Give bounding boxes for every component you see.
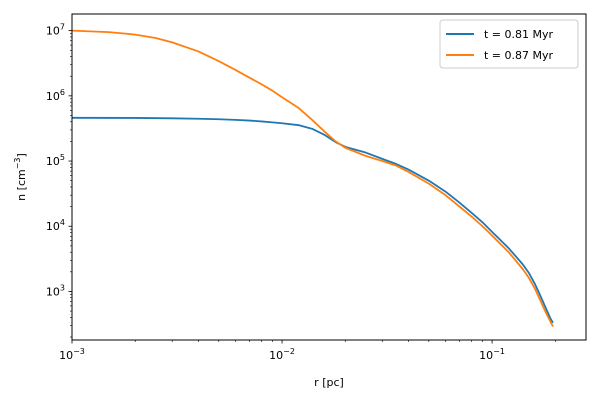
y-tick-label: 105 bbox=[46, 153, 65, 168]
x-tick-label: 10−3 bbox=[59, 347, 85, 362]
series-line-1 bbox=[72, 29, 554, 327]
y-axis-label-close: ] bbox=[15, 153, 28, 157]
y-tick-label: 103 bbox=[46, 283, 65, 298]
y-axis-label-base: n [cm bbox=[15, 169, 28, 201]
plot-frame bbox=[71, 13, 587, 341]
series-line-0 bbox=[72, 116, 554, 324]
y-tick-label: 107 bbox=[46, 23, 65, 38]
y-axis-label-exponent: −3 bbox=[13, 157, 22, 169]
legend-label-series-0: t = 0.81 Myr bbox=[484, 28, 554, 41]
y-tick-label: 104 bbox=[46, 218, 65, 233]
x-tick-label: 10−2 bbox=[269, 347, 295, 362]
x-tick-label: 10−1 bbox=[479, 347, 505, 362]
y-axis-label: n [cm−3] bbox=[13, 153, 28, 201]
x-axis-label: r [pc] bbox=[314, 376, 344, 389]
legend-box bbox=[439, 19, 579, 69]
legend: t = 0.81 Myr t = 0.87 Myr bbox=[439, 19, 579, 69]
legend-label-series-1: t = 0.87 Myr bbox=[484, 49, 554, 62]
y-tick-label: 106 bbox=[46, 88, 65, 103]
